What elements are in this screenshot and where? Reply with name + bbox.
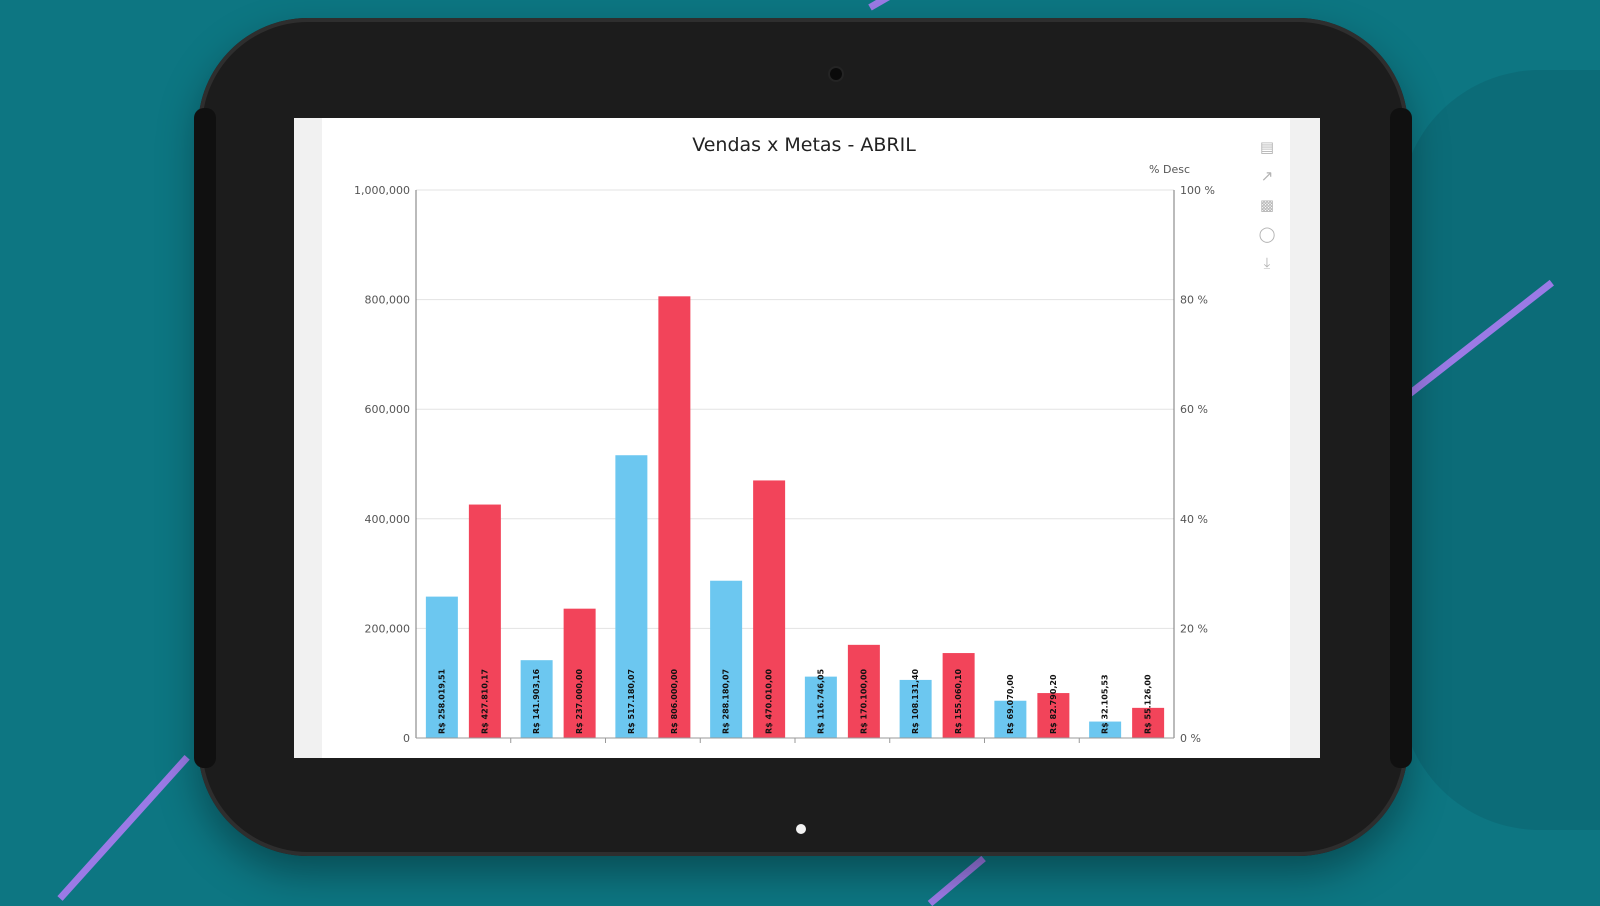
bar[interactable] [1037,693,1070,738]
grid-lines [416,189,1174,629]
y2-tick-label: 20 % [1180,622,1208,635]
screen-right-margin [1290,118,1320,758]
bar[interactable] [804,676,837,738]
y2-tick-label: 40 % [1180,513,1208,526]
bar-data-label: R$ 170.100,00 [859,668,868,734]
decor-line-bottom [927,855,986,906]
bar-data-label: R$ 69.070,00 [1006,674,1015,734]
document-icon[interactable]: ▤ [1259,138,1275,156]
bar[interactable] [710,580,743,738]
bar[interactable] [753,480,786,738]
bar[interactable] [658,296,691,738]
y-tick-label: 800,000 [365,294,411,307]
bar-data-label: R$ 116.746,05 [816,668,825,734]
secondary-axis-title: % Desc [1149,163,1190,176]
screen-left-margin [294,118,322,758]
pie-chart-icon[interactable]: ◯ [1258,225,1276,243]
bars: R$ 258.019,51 R$ 427.810,17 R$ 141.903,16 R… [425,296,1165,743]
y-tick-label: 400,000 [365,513,411,526]
camera-icon [830,68,842,80]
bar-data-label: R$ 82.790,20 [1049,674,1058,734]
bar[interactable] [994,700,1027,738]
background-shape [1400,70,1600,830]
bar[interactable] [847,644,880,738]
bar-data-label: R$ 32.105,53 [1101,674,1110,734]
y-tick-label: 200,000 [365,622,411,635]
bar-data-label: R$ 141.903,16 [532,668,541,734]
bar[interactable] [468,504,501,738]
y-axis: 0 200,000 400,000 600,000 800,000 1,000,000 [354,184,410,745]
bar-chart-icon[interactable]: ▩ [1259,196,1275,214]
chart-screen: Vendas x Metas - ABRIL % Desc 0 200,000 40… [294,118,1320,758]
bar-data-label: R$ 806.000,00 [670,668,679,734]
bar[interactable] [615,455,648,738]
bar[interactable] [899,679,932,738]
home-button[interactable] [796,824,806,834]
bar[interactable] [1089,721,1122,738]
bar-data-label: R$ 55.126,00 [1144,674,1153,734]
bar-data-label: R$ 237.000,00 [575,668,584,734]
bar-data-label: R$ 155.060,10 [954,668,963,734]
y-tick-label: 600,000 [365,403,411,416]
bar[interactable] [1132,707,1165,738]
y2-tick-label: 60 % [1180,403,1208,416]
chart-toolbar: ▤ ↗ ▩ ◯ ⤓ [1256,136,1282,281]
tablet-right-edge [1390,108,1412,768]
sales-vs-goals-chart: Vendas x Metas - ABRIL % Desc 0 200,000 40… [354,134,1215,745]
bar[interactable] [942,653,975,738]
y-tick-label: 0 [403,732,410,745]
bar-data-label: R$ 517.180,07 [627,669,636,734]
secondary-y-axis: 0 % 20 % 40 % 60 % 80 % 100 % [1180,184,1215,745]
y2-tick-label: 0 % [1180,732,1201,745]
download-icon[interactable]: ⤓ [1263,254,1271,272]
bar-data-label: R$ 288.180,07 [722,669,731,734]
bar[interactable] [520,660,553,738]
tablet-left-edge [194,108,216,768]
bar[interactable] [563,608,596,738]
bar[interactable] [425,596,458,738]
y2-tick-label: 80 % [1180,294,1208,307]
bar-data-label: R$ 258.019,51 [437,668,446,734]
line-chart-icon[interactable]: ↗ [1260,167,1274,185]
decor-line-left [57,754,190,901]
chart-title: Vendas x Metas - ABRIL [692,134,916,156]
bar-data-label: R$ 108.131,40 [911,668,920,734]
bar-data-label: R$ 427.810,17 [480,669,489,734]
y2-tick-label: 100 % [1180,184,1215,197]
decor-line-top [868,0,907,11]
bar-data-label: R$ 470.010,00 [765,668,774,734]
y-tick-label: 1,000,000 [354,184,410,197]
